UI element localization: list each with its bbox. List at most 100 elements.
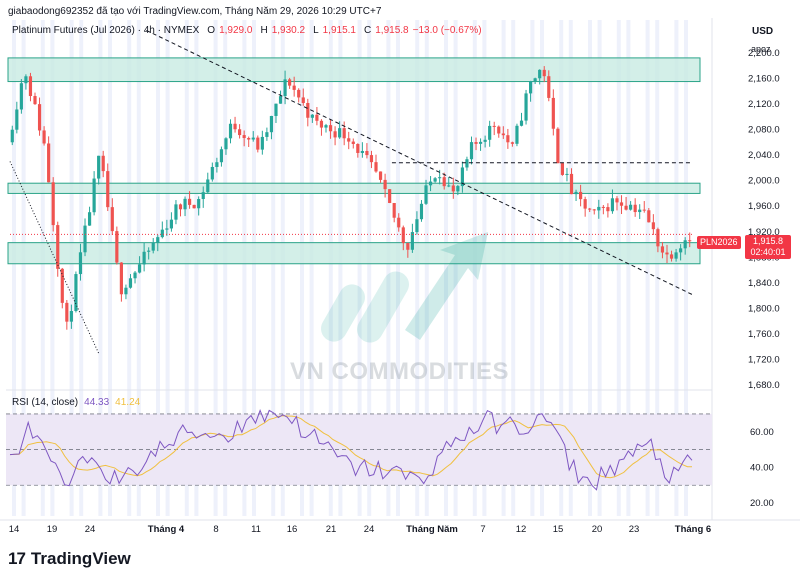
candle-body — [338, 128, 342, 138]
candle-body — [65, 302, 69, 322]
candle-body — [319, 120, 324, 128]
time-tick-label: 14 — [9, 524, 20, 535]
session-stripe — [453, 20, 458, 516]
symbol-title: Platinum Futures (Jul 2026) · 4h · NYMEX — [12, 25, 200, 36]
candle-body — [174, 204, 178, 220]
session-stripe — [674, 20, 679, 516]
candle-body — [101, 155, 105, 172]
session-stripe — [559, 20, 564, 516]
price-tick-label: 1,920.0 — [748, 227, 780, 238]
candle-body — [456, 186, 460, 192]
candle-body — [465, 159, 469, 168]
rsi-value: 44.33 — [84, 397, 110, 408]
candle-body — [656, 229, 660, 247]
currency-label[interactable]: USD — [752, 26, 774, 37]
time-tick-label: 15 — [553, 524, 564, 535]
candle-body — [192, 204, 196, 209]
candle-body — [510, 142, 514, 144]
price-tick-label: 2,040.0 — [748, 150, 780, 161]
candle-body — [588, 208, 592, 210]
candle-body — [183, 198, 187, 210]
candle-body — [365, 150, 369, 156]
candle-body — [406, 243, 410, 250]
candle-body — [610, 198, 615, 212]
candle-body — [24, 76, 28, 84]
scale-mode-label[interactable]: apoz — [751, 44, 771, 54]
session-stripe — [626, 20, 631, 516]
close-key: C — [364, 25, 372, 36]
candle-body — [569, 173, 574, 195]
time-tick-label: 8 — [213, 524, 218, 535]
session-stripe — [69, 20, 74, 516]
price-tick-label: 1,760.0 — [748, 329, 780, 340]
candle-body — [533, 78, 537, 81]
session-stripe — [511, 20, 516, 516]
candle-body — [201, 192, 205, 200]
candle-body — [238, 129, 242, 136]
candle-body — [188, 198, 192, 205]
candle-body — [515, 125, 519, 144]
candle-body — [538, 69, 542, 79]
candle-body — [674, 252, 678, 259]
candle-body — [228, 123, 233, 139]
rsi-title: RSI (14, close) — [12, 397, 79, 408]
session-stripe — [21, 20, 26, 516]
price-tick-label: 2,120.0 — [748, 99, 780, 110]
candle-body — [524, 93, 528, 121]
price-tick-label: 2,080.0 — [748, 125, 780, 136]
candle-body — [128, 278, 133, 288]
candle-body — [119, 262, 123, 295]
symbol-legend: Platinum Futures (Jul 2026) · 4h · NYMEX… — [12, 25, 482, 36]
candle-body — [574, 191, 578, 195]
candle-body — [383, 179, 387, 190]
candle-body — [215, 162, 219, 167]
change-value: −13.0 (−0.67%) — [412, 25, 482, 36]
session-stripe — [328, 20, 333, 516]
session-stripe — [588, 20, 592, 516]
candle-body — [224, 138, 228, 150]
candle-body — [606, 207, 610, 212]
candle-body — [51, 182, 55, 226]
session-stripe — [194, 20, 199, 516]
candle-body — [292, 85, 296, 90]
candle-body — [219, 149, 224, 163]
candle-body — [597, 206, 601, 211]
candle-body — [592, 209, 596, 211]
candle-body — [415, 219, 419, 233]
high-value: 1,930.2 — [271, 25, 306, 36]
session-stripe — [98, 20, 103, 516]
tradingview-wordmark: TradingView — [30, 549, 131, 568]
session-stripe — [184, 20, 189, 516]
candle-body — [369, 155, 374, 163]
session-stripe — [424, 20, 429, 516]
candle-body — [87, 212, 92, 226]
candle-body — [197, 199, 201, 209]
candle-body — [542, 69, 546, 77]
last-price-ticker: PLN2026 — [697, 236, 741, 249]
time-tick-label: 7 — [480, 524, 485, 535]
price-tick-label: 1,800.0 — [748, 304, 780, 315]
candle-body — [483, 139, 487, 142]
rsi-tick-label: 40.00 — [750, 462, 774, 473]
candle-body — [347, 138, 351, 142]
price-tick-label: 2,000.0 — [748, 176, 780, 187]
session-stripe — [338, 20, 343, 516]
candle-body — [438, 177, 442, 179]
session-stripe — [40, 20, 45, 516]
session-stripe — [300, 20, 304, 516]
last-price-badge: 1,915.8 02:40:01 — [745, 235, 791, 259]
price-tick-label: 2,200.0 — [748, 48, 780, 59]
candle-body — [342, 128, 346, 139]
candle-body — [160, 229, 164, 238]
candle-body — [310, 114, 314, 118]
candle-body — [679, 248, 683, 253]
session-stripe — [271, 20, 276, 516]
candle-body — [42, 130, 46, 144]
tradingview-logo-mark: 17 — [8, 549, 26, 568]
candle-body — [560, 163, 565, 175]
tradingview-logo[interactable]: 17 TradingView — [8, 549, 131, 569]
price-tick-label: 1,680.0 — [748, 380, 780, 391]
candle-body — [28, 76, 33, 97]
supply-demand-zone — [7, 57, 701, 83]
